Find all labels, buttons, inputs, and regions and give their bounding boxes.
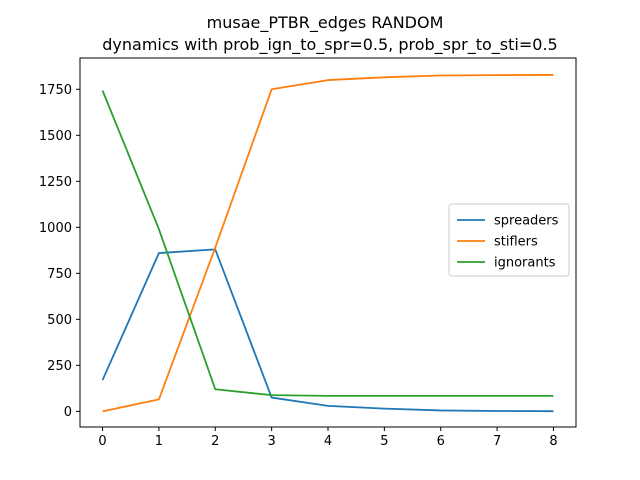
x-tick-label: 3 [267,434,275,449]
y-tick-label: 250 [47,359,72,374]
y-tick-label: 500 [47,313,72,328]
chart-title: musae_PTBR_edges RANDOM [207,13,444,33]
x-tick-label: 0 [98,434,106,449]
legend-label-spreaders: spreaders [494,214,559,229]
series-line-ignorants [101,90,554,397]
plot-frame [79,57,577,428]
y-tick-label: 1750 [39,83,72,98]
series-layer [101,74,554,413]
series-line-stiflers [102,74,554,413]
y-tick-label: 1500 [39,129,72,144]
x-tick-label: 1 [155,434,163,449]
x-tick-label: 7 [493,434,501,449]
x-tick-label: 5 [380,434,388,449]
y-tick-label: 1000 [39,221,72,236]
y-tick-label: 750 [47,267,72,282]
legend-label-ignorants: ignorants [494,256,556,271]
x-tick-label: 6 [437,434,445,449]
y-tick-label: 1250 [39,175,72,190]
x-tick-label: 2 [211,434,219,449]
legend: spreaders stiflers ignorants [448,203,570,277]
series-line-spreaders [101,248,554,413]
x-tick-label: 8 [549,434,557,449]
y-tick-label: 0 [64,405,72,420]
tick-layer: 0 1 2 3 4 5 6 7 8 0 250 500 750 1000 1250 1500 1750 [39,83,558,449]
chart-subtitle: dynamics with prob_ign_to_spr=0.5, prob_… [102,35,557,55]
legend-box [448,203,570,277]
x-tick-label: 4 [324,434,332,449]
legend-label-stiflers: stiflers [494,235,538,250]
